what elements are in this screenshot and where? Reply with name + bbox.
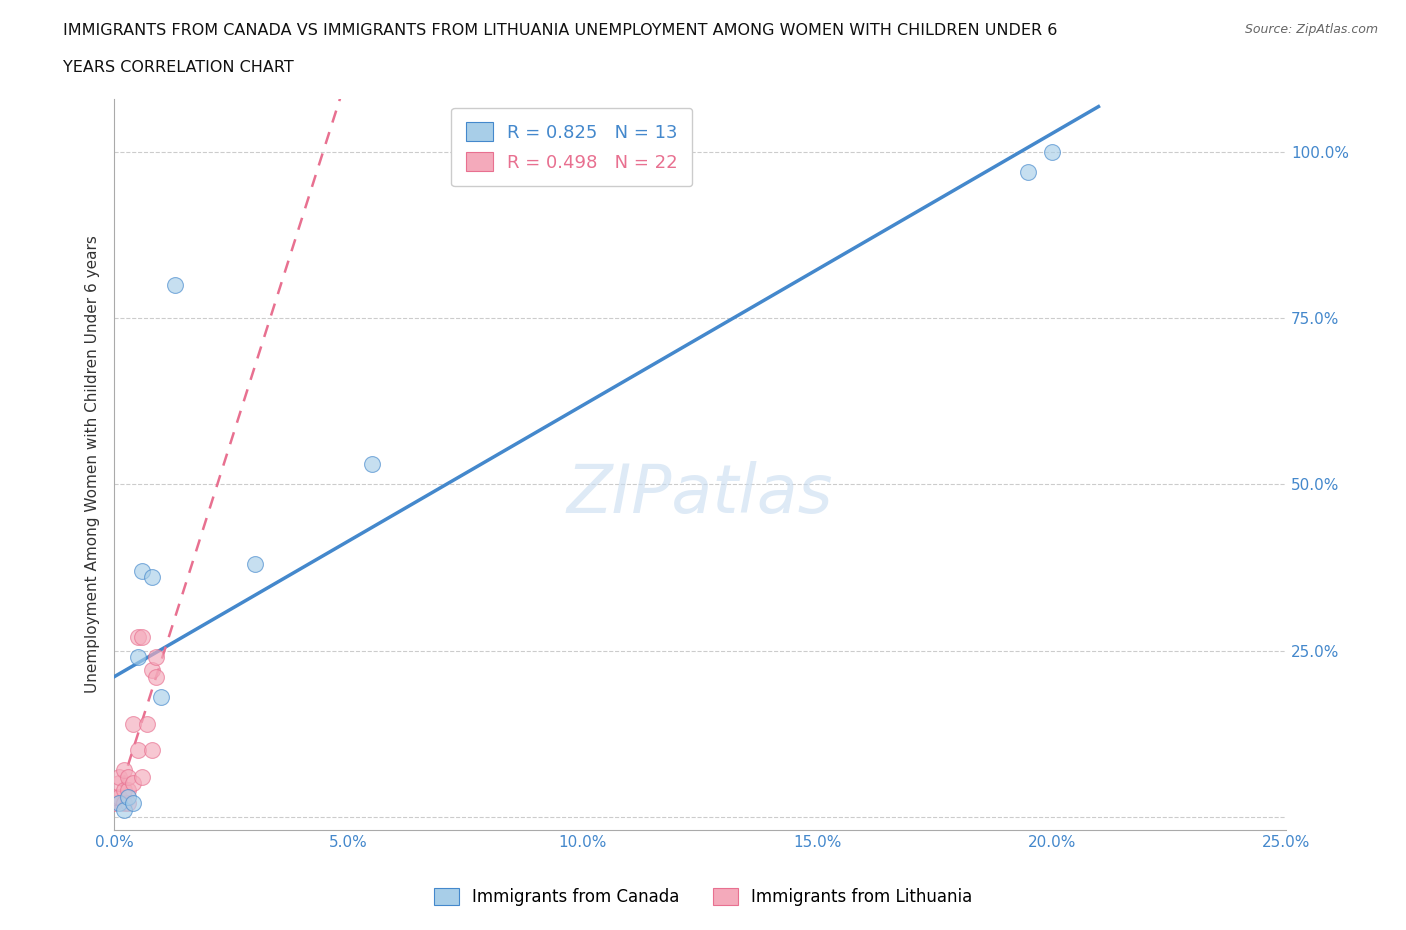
Point xyxy=(1040,144,1063,159)
Point xyxy=(112,783,135,798)
Legend: R = 0.825   N = 13, R = 0.498   N = 22: R = 0.825 N = 13, R = 0.498 N = 22 xyxy=(451,108,692,186)
Point xyxy=(361,457,384,472)
Point xyxy=(136,716,159,731)
Point xyxy=(127,630,149,644)
Y-axis label: Unemployment Among Women with Children Under 6 years: Unemployment Among Women with Children U… xyxy=(86,235,100,693)
Text: YEARS CORRELATION CHART: YEARS CORRELATION CHART xyxy=(63,60,294,75)
Text: ZIPatlas: ZIPatlas xyxy=(567,460,834,526)
Point xyxy=(141,743,163,758)
Point xyxy=(117,790,139,804)
Point xyxy=(112,796,135,811)
Point xyxy=(122,796,145,811)
Point xyxy=(103,790,125,804)
Point xyxy=(141,570,163,585)
Text: IMMIGRANTS FROM CANADA VS IMMIGRANTS FROM LITHUANIA UNEMPLOYMENT AMONG WOMEN WIT: IMMIGRANTS FROM CANADA VS IMMIGRANTS FRO… xyxy=(63,23,1057,38)
Point xyxy=(108,796,131,811)
Point xyxy=(131,564,153,578)
Point xyxy=(165,277,187,292)
Legend: Immigrants from Canada, Immigrants from Lithuania: Immigrants from Canada, Immigrants from … xyxy=(427,881,979,912)
Point xyxy=(141,663,163,678)
Point xyxy=(127,650,149,665)
Point xyxy=(117,796,139,811)
Point xyxy=(117,783,139,798)
Point xyxy=(150,690,173,705)
Point xyxy=(243,557,266,572)
Point xyxy=(127,743,149,758)
Point xyxy=(103,796,125,811)
Point xyxy=(108,769,131,784)
Point xyxy=(112,763,135,777)
Point xyxy=(131,630,153,644)
Point xyxy=(122,716,145,731)
Point xyxy=(145,670,167,684)
Point xyxy=(117,769,139,784)
Point xyxy=(108,776,131,790)
Text: Source: ZipAtlas.com: Source: ZipAtlas.com xyxy=(1244,23,1378,36)
Point xyxy=(122,776,145,790)
Point xyxy=(131,769,153,784)
Point xyxy=(145,650,167,665)
Point xyxy=(1017,165,1039,179)
Point xyxy=(108,790,131,804)
Point xyxy=(112,803,135,817)
